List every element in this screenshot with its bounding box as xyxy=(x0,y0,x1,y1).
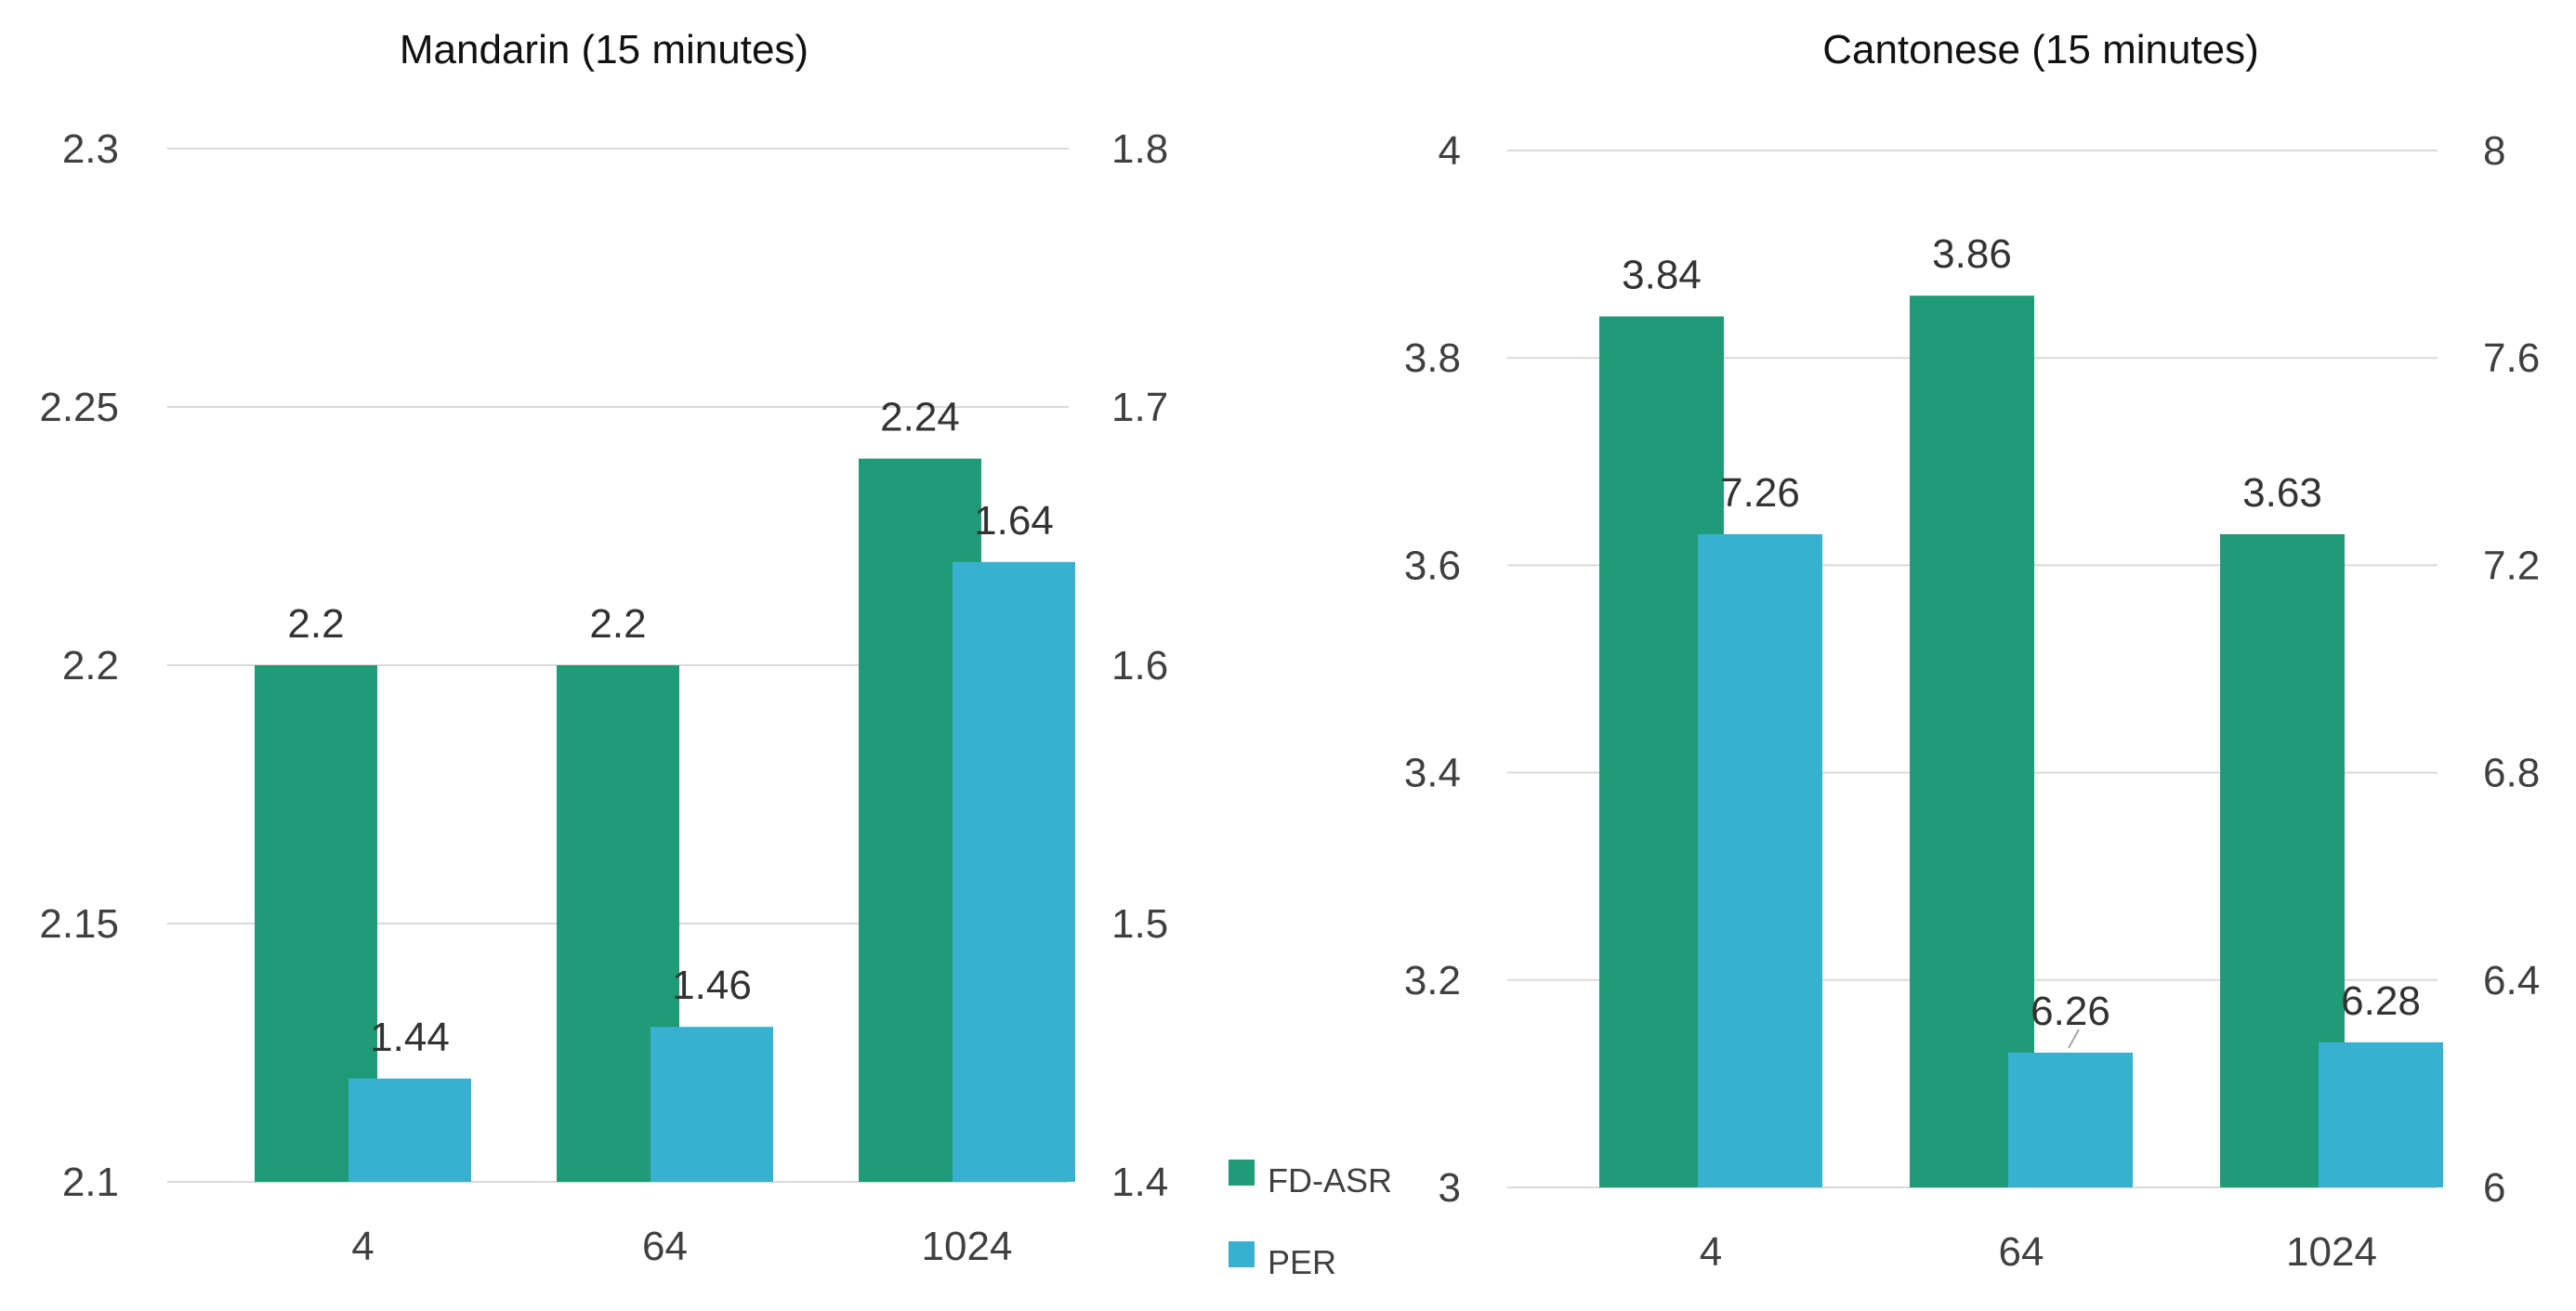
cantonese-label-leader-line xyxy=(2068,1029,2080,1049)
mandarin-category-label: 64 xyxy=(642,1224,688,1269)
mandarin-data-label: 2.2 xyxy=(287,601,344,647)
cantonese-left-tick-label: 3.6 xyxy=(1404,543,1461,588)
mandarin-left-tick-label: 2.25 xyxy=(39,385,119,430)
cantonese-data-label: 3.86 xyxy=(1932,231,2012,277)
mandarin-right-tick-label: 1.4 xyxy=(1111,1160,1168,1205)
legend-label-fd-asr: FD-ASR xyxy=(1268,1161,1392,1200)
cantonese-bar-per xyxy=(2319,1042,2443,1187)
cantonese-data-label: 3.63 xyxy=(2242,470,2322,516)
cantonese-data-label: 6.26 xyxy=(2031,989,2110,1034)
mandarin-data-label: 2.2 xyxy=(589,601,646,647)
cantonese-left-tick-label: 3.4 xyxy=(1404,751,1461,796)
mandarin-left-tick-label: 2.1 xyxy=(62,1160,119,1205)
cantonese-left-tick-label: 3 xyxy=(1439,1165,1461,1211)
mandarin-right-tick-label: 1.8 xyxy=(1111,126,1168,172)
cantonese-bar-per xyxy=(1698,533,1822,1187)
mandarin-bar-per xyxy=(348,1078,471,1182)
mandarin-left-tick-label: 2.2 xyxy=(62,643,119,688)
mandarin-left-tick-label: 2.15 xyxy=(39,901,119,947)
mandarin-chart: Mandarin (15 minutes) 2.1 2.15 2.2 2.25 2.3 1.… xyxy=(39,27,1168,1269)
mandarin-category-label: 1024 xyxy=(922,1224,1013,1269)
cantonese-right-tick-label: 7.2 xyxy=(2483,543,2540,588)
cantonese-left-tick-label: 4 xyxy=(1439,128,1461,174)
legend-swatch-per xyxy=(1229,1241,1255,1267)
cantonese-data-label: 7.26 xyxy=(1720,470,1800,516)
cantonese-right-tick-label: 7.6 xyxy=(2483,335,2540,381)
cantonese-data-label: 6.28 xyxy=(2341,978,2421,1024)
mandarin-category-label: 4 xyxy=(351,1224,374,1269)
mandarin-right-tick-label: 1.6 xyxy=(1111,643,1168,688)
cantonese-right-tick-label: 6.4 xyxy=(2483,958,2540,1003)
cantonese-bar-per xyxy=(2008,1052,2133,1187)
mandarin-right-tick-label: 1.5 xyxy=(1111,901,1168,947)
legend-label-per: PER xyxy=(1268,1243,1336,1281)
mandarin-left-tick-label: 2.3 xyxy=(62,126,119,172)
mandarin-data-label: 1.44 xyxy=(370,1015,450,1060)
cantonese-bar-fd-asr xyxy=(1910,295,2034,1187)
cantonese-chart-title: Cantonese (15 minutes) xyxy=(1822,27,2259,72)
cantonese-right-tick-label: 6 xyxy=(2483,1165,2505,1211)
mandarin-data-label: 1.46 xyxy=(672,963,752,1008)
cantonese-left-tick-label: 3.8 xyxy=(1404,335,1461,381)
cantonese-left-tick-label: 3.2 xyxy=(1404,958,1461,1003)
cantonese-chart: Cantonese (15 minutes)33.23.43.63.8466.4… xyxy=(1404,27,2540,1275)
mandarin-data-label: 2.24 xyxy=(880,395,960,440)
mandarin-bar-per xyxy=(651,1027,773,1182)
mandarin-data-label: 1.64 xyxy=(974,498,1054,544)
legend: FD-ASR PER xyxy=(1229,1160,1392,1281)
cantonese-category-label: 4 xyxy=(1700,1229,1722,1275)
cantonese-right-tick-label: 6.8 xyxy=(2483,751,2540,796)
mandarin-chart-title: Mandarin (15 minutes) xyxy=(400,27,808,72)
cantonese-category-label: 1024 xyxy=(2286,1229,2377,1275)
cantonese-data-label: 3.84 xyxy=(1622,253,1702,298)
mandarin-right-tick-label: 1.7 xyxy=(1111,385,1168,430)
legend-swatch-fd-asr xyxy=(1229,1160,1255,1186)
cantonese-right-tick-label: 8 xyxy=(2483,128,2505,174)
cantonese-category-label: 64 xyxy=(1999,1229,2044,1275)
mandarin-bar-per xyxy=(953,561,1075,1182)
